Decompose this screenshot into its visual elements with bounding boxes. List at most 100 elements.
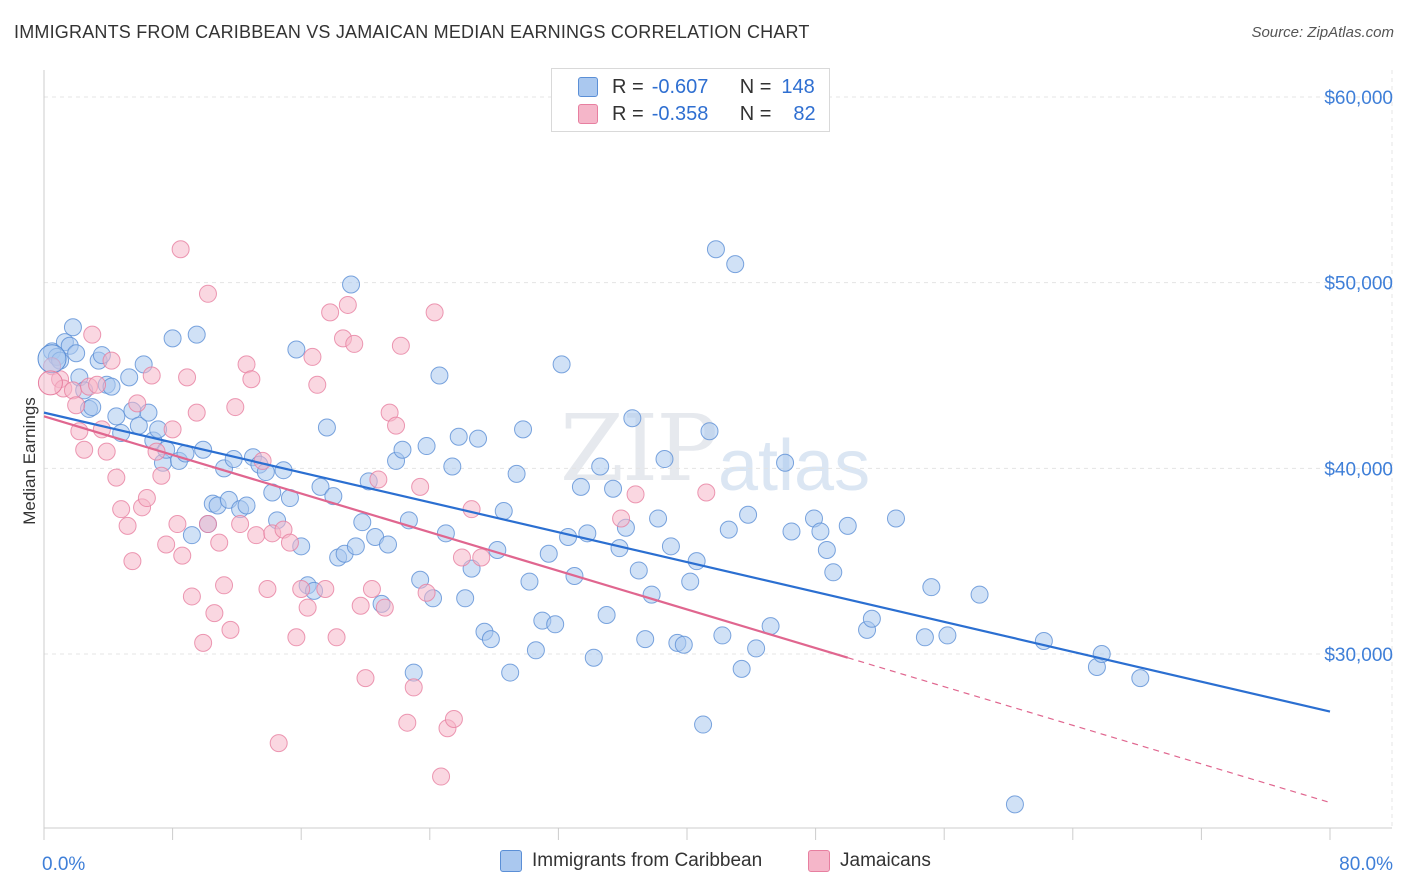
point-caribbean	[970, 585, 989, 604]
point-jamaicans	[398, 713, 417, 732]
point-caribbean	[417, 437, 436, 456]
point-jamaicans	[137, 489, 156, 508]
point-jamaicans	[280, 533, 299, 552]
series-legend-label: Immigrants from Caribbean	[532, 850, 763, 871]
point-caribbean	[317, 418, 336, 437]
point-jamaicans	[269, 734, 288, 753]
data-points	[37, 240, 1150, 814]
point-jamaicans	[231, 515, 250, 534]
legend-n-label: N =	[739, 75, 772, 98]
point-jamaicans	[247, 526, 266, 545]
point-jamaicans	[198, 515, 217, 534]
axes	[43, 70, 1392, 840]
point-jamaicans	[210, 533, 229, 552]
point-jamaicans	[425, 303, 444, 322]
point-jamaicans	[205, 604, 224, 623]
point-jamaicans	[152, 466, 171, 485]
point-caribbean	[747, 639, 766, 658]
point-jamaicans	[387, 416, 406, 435]
point-caribbean	[163, 329, 182, 348]
point-jamaicans	[242, 370, 261, 389]
point-jamaicans	[303, 347, 322, 366]
legend-row-jamaicans: R = -0.358 N = 82	[552, 101, 816, 127]
correlation-legend: R = -0.607 N = 148 R = -0.358 N = 82	[551, 68, 830, 132]
point-jamaicans	[37, 370, 63, 396]
point-jamaicans	[67, 396, 86, 415]
point-jamaicans	[83, 325, 102, 344]
point-jamaicans	[75, 440, 94, 459]
point-caribbean	[726, 255, 745, 274]
point-caribbean	[886, 509, 905, 528]
point-caribbean	[546, 615, 565, 634]
point-caribbean	[449, 427, 468, 446]
point-jamaicans	[187, 403, 206, 422]
point-caribbean	[584, 648, 603, 667]
point-caribbean	[636, 630, 655, 649]
point-jamaicans	[375, 598, 394, 617]
point-caribbean	[501, 663, 520, 682]
point-jamaicans	[128, 394, 147, 413]
point-caribbean	[37, 344, 67, 374]
point-jamaicans	[221, 620, 240, 639]
point-caribbean	[67, 344, 86, 363]
point-caribbean	[379, 535, 398, 554]
point-jamaicans	[369, 470, 388, 489]
point-caribbean	[83, 398, 102, 417]
point-caribbean	[514, 420, 533, 439]
grid-lines	[44, 70, 1393, 828]
point-jamaicans	[63, 381, 82, 400]
point-jamaicans	[298, 598, 317, 617]
point-caribbean	[706, 240, 725, 259]
point-caribbean	[346, 537, 365, 556]
point-caribbean	[552, 355, 571, 374]
point-jamaicans	[157, 535, 176, 554]
point-jamaicans	[168, 515, 187, 534]
point-caribbean	[811, 522, 830, 541]
point-caribbean	[739, 505, 758, 524]
point-caribbean	[661, 537, 680, 556]
point-jamaicans	[194, 633, 213, 652]
point-jamaicans	[356, 669, 375, 688]
point-jamaicans	[612, 509, 631, 528]
point-caribbean	[342, 275, 361, 294]
legend-r-value: -0.358	[651, 102, 709, 125]
point-jamaicans	[444, 709, 463, 728]
point-caribbean	[922, 578, 941, 597]
y-axis-label: Median Earnings	[20, 397, 39, 525]
point-caribbean	[469, 429, 488, 448]
point-jamaicans	[258, 580, 277, 599]
point-jamaicans	[118, 516, 137, 535]
point-jamaicans	[292, 580, 311, 599]
point-jamaicans	[362, 580, 381, 599]
point-jamaicans	[462, 500, 481, 519]
point-jamaicans	[107, 468, 126, 487]
point-caribbean	[938, 626, 957, 645]
point-caribbean	[430, 366, 449, 385]
y-tick-label: $30,000	[1324, 645, 1393, 666]
point-caribbean	[862, 609, 881, 628]
point-caribbean	[681, 572, 700, 591]
series-swatch-blue	[500, 850, 522, 872]
point-caribbean	[694, 715, 713, 734]
point-jamaicans	[321, 303, 340, 322]
point-caribbean	[732, 659, 751, 678]
trend-line-jamaicans-extrapolated	[847, 657, 1331, 804]
point-caribbean	[776, 453, 795, 472]
point-jamaicans	[97, 442, 116, 461]
y-tick-label: $50,000	[1324, 274, 1393, 295]
point-caribbean	[187, 325, 206, 344]
point-jamaicans	[198, 284, 217, 303]
point-jamaicans	[226, 398, 245, 417]
legend-swatch-blue	[578, 77, 598, 97]
point-jamaicans	[472, 548, 491, 567]
point-jamaicans	[626, 485, 645, 504]
point-jamaicans	[173, 546, 192, 565]
point-caribbean	[353, 513, 372, 532]
point-jamaicans	[411, 477, 430, 496]
point-jamaicans	[452, 548, 471, 567]
point-caribbean	[642, 585, 661, 604]
point-jamaicans	[112, 500, 131, 519]
y-tick-label: $40,000	[1324, 459, 1393, 480]
point-jamaicans	[345, 334, 364, 353]
